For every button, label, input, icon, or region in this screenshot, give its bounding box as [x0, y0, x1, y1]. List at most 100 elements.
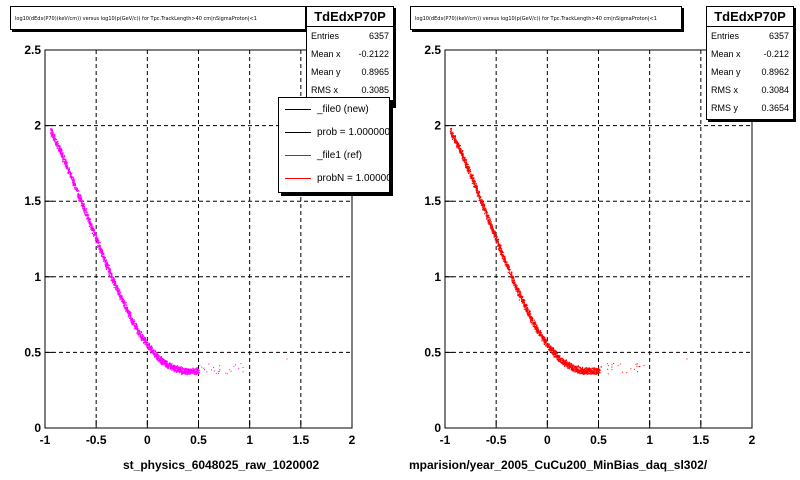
data-point — [89, 220, 91, 223]
data-point — [153, 352, 155, 354]
data-point — [60, 148, 63, 151]
data-point — [570, 364, 573, 366]
data-point — [142, 339, 145, 341]
data-point — [196, 369, 199, 371]
data-point — [506, 266, 508, 268]
data-point — [507, 267, 509, 269]
data-point — [197, 371, 199, 373]
data-point — [94, 233, 96, 235]
data-point — [66, 167, 68, 170]
data-point — [597, 368, 600, 370]
data-point — [86, 213, 88, 216]
data-point — [517, 291, 519, 293]
data-point — [69, 172, 71, 174]
data-point — [79, 199, 81, 201]
data-point — [128, 311, 130, 314]
data-point — [474, 183, 476, 185]
data-point — [470, 174, 472, 176]
data-point — [451, 134, 453, 136]
data-point — [502, 255, 505, 258]
y-tick-label: 2 — [34, 119, 41, 133]
data-point — [540, 330, 542, 332]
data-point — [529, 310, 531, 312]
data-point — [584, 367, 587, 369]
data-point — [557, 354, 559, 357]
data-point — [175, 371, 177, 373]
data-point — [181, 369, 183, 371]
data-point — [493, 235, 495, 237]
data-point — [581, 371, 583, 373]
data-point — [564, 363, 566, 365]
data-point — [551, 352, 553, 354]
data-point — [575, 367, 577, 369]
data-point — [80, 198, 82, 200]
data-point — [493, 233, 495, 235]
data-point — [106, 262, 108, 265]
data-point — [68, 169, 70, 172]
data-point — [575, 370, 578, 372]
data-point — [172, 365, 174, 367]
data-point — [567, 364, 569, 366]
data-point — [465, 160, 467, 162]
data-point — [83, 206, 85, 208]
data-point — [145, 343, 147, 345]
data-point — [490, 224, 492, 226]
data-point — [154, 354, 156, 356]
data-point — [532, 321, 534, 323]
data-point — [467, 171, 469, 173]
data-point — [235, 364, 237, 366]
data-point — [198, 371, 200, 373]
data-point — [449, 131, 452, 133]
data-point — [188, 368, 190, 370]
data-point — [155, 353, 157, 355]
data-point — [495, 238, 498, 240]
data-point — [493, 234, 495, 236]
data-point — [109, 276, 111, 278]
data-point — [482, 205, 485, 207]
data-point — [558, 357, 561, 359]
data-point — [599, 368, 601, 371]
data-point — [60, 147, 62, 150]
stats-label: RMS y — [711, 103, 738, 113]
data-point — [187, 368, 190, 371]
data-point — [501, 254, 503, 256]
data-point — [125, 301, 127, 304]
data-point — [489, 221, 491, 223]
data-point — [50, 128, 52, 130]
data-point — [52, 136, 54, 138]
data-point — [454, 135, 456, 138]
data-point — [570, 365, 572, 368]
data-point — [58, 148, 60, 150]
data-point — [501, 248, 503, 250]
data-point — [238, 367, 240, 369]
legend-line — [285, 109, 311, 110]
data-point — [84, 212, 86, 214]
stats-value: 0.8962 — [761, 67, 789, 77]
data-point — [164, 361, 167, 364]
data-point — [590, 371, 593, 373]
data-point — [140, 331, 143, 334]
data-point — [61, 154, 63, 156]
data-point — [554, 356, 556, 358]
data-point — [482, 208, 484, 210]
data-point — [476, 184, 478, 187]
data-point — [98, 241, 100, 244]
data-point — [153, 349, 155, 352]
data-point — [510, 273, 512, 275]
data-point — [594, 369, 596, 371]
data-point — [592, 373, 594, 375]
data-point — [553, 356, 555, 358]
data-point — [458, 150, 461, 152]
data-point — [595, 372, 597, 375]
data-point — [173, 365, 176, 367]
data-point — [97, 242, 100, 245]
data-point — [588, 369, 590, 371]
data-point — [78, 200, 80, 202]
data-point — [458, 147, 460, 149]
data-point — [454, 140, 457, 142]
data-point — [457, 143, 459, 145]
data-point — [157, 356, 159, 358]
data-point — [195, 367, 197, 369]
data-point — [104, 259, 106, 261]
data-point — [475, 185, 477, 187]
